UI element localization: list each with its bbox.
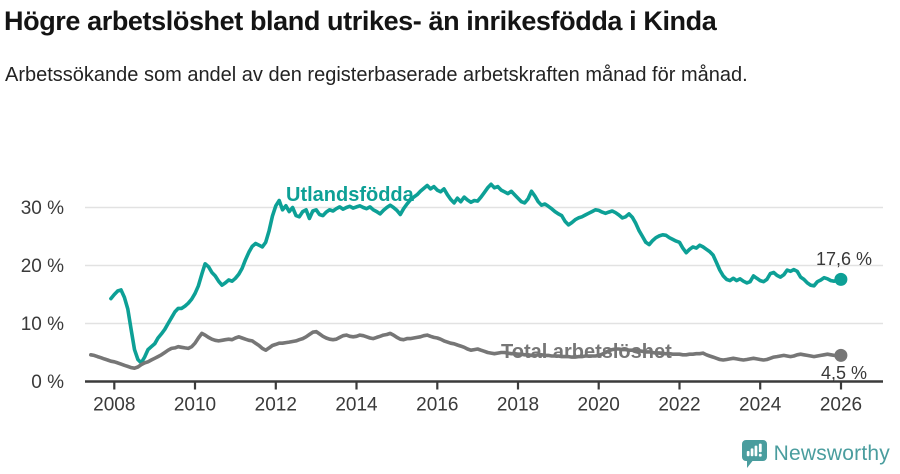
y-tick-label: 10 % <box>21 314 64 335</box>
x-tick-label: 2018 <box>497 395 539 416</box>
series-line-total <box>89 329 843 371</box>
x-tick-label: 2014 <box>335 395 378 416</box>
end-value-total: 4,5 % <box>821 363 868 383</box>
x-tick-label: 2022 <box>658 395 700 416</box>
series-label-utlandsfodda: Utlandsfödda <box>286 184 414 206</box>
newsworthy-brand-text: Newsworthy <box>773 442 890 465</box>
x-tick-label: 2016 <box>416 395 458 416</box>
series-label-total-arbetsloshet: Total arbetslöshet <box>501 341 672 363</box>
y-tick-label: 30 % <box>21 198 64 219</box>
newsworthy-logo: Newsworthy <box>741 440 890 468</box>
x-tick-label: 2024 <box>739 395 782 416</box>
newsworthy-bar-chart-speech-bubble-icon <box>741 440 767 468</box>
x-tick-label: 2010 <box>174 395 216 416</box>
chart-subtitle: Arbetssökande som andel av den registerb… <box>5 64 748 86</box>
series-end-dot-utlandsfodda <box>834 272 848 286</box>
series-end-dot-total <box>834 348 848 362</box>
y-tick-label: 0 % <box>31 372 64 393</box>
x-tick-label: 2008 <box>93 395 135 416</box>
x-tick-label: 2020 <box>578 395 620 416</box>
y-tick-label: 20 % <box>21 256 64 277</box>
x-tick-label: 2026 <box>820 395 862 416</box>
end-value-utlandsfodda: 17,6 % <box>816 249 873 269</box>
x-tick-label: 2012 <box>255 395 297 416</box>
page-title: Högre arbetslöshet bland utrikes- än inr… <box>4 6 717 36</box>
series-line-utlandsfodda <box>109 182 843 365</box>
